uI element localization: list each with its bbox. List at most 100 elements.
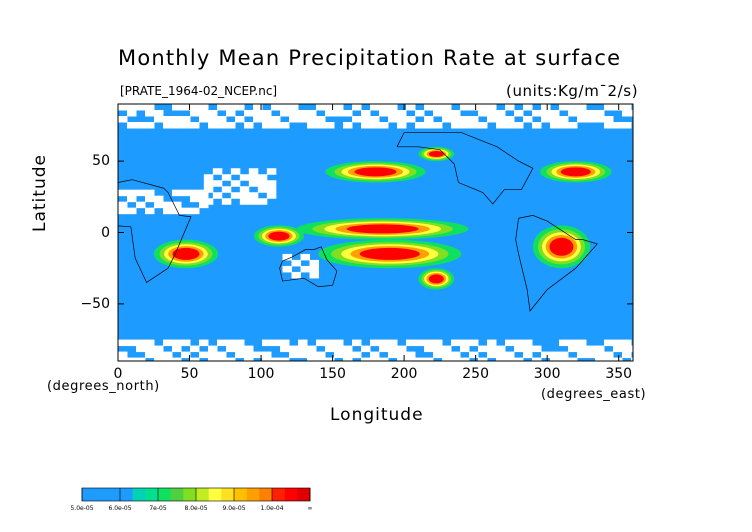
dry-cell (442, 104, 452, 111)
dry-cell (136, 345, 146, 353)
dry-cell (379, 104, 389, 111)
dry-region (118, 339, 633, 361)
dry-cell (212, 168, 223, 175)
dry-cell (203, 180, 214, 187)
dry-cell (424, 339, 434, 347)
dry-cell (307, 351, 317, 359)
dry-cell (199, 201, 209, 209)
dry-cell (300, 265, 311, 273)
dry-cell (203, 198, 214, 205)
dry-cell (154, 345, 164, 353)
dry-cell (514, 357, 524, 361)
dry-cell (226, 104, 236, 111)
dry-cell (239, 186, 250, 193)
dry-cell (145, 110, 155, 117)
precip-contour (346, 224, 419, 234)
dry-cell (248, 174, 259, 181)
colorbar-swatch (170, 488, 184, 501)
dry-cell (280, 104, 290, 111)
dry-cell (343, 110, 353, 117)
dry-cell (397, 110, 407, 117)
dry-cell (217, 357, 227, 361)
dry-cell (568, 110, 578, 117)
dry-cell (460, 122, 470, 129)
dry-cell (307, 110, 317, 117)
dry-cell (163, 351, 173, 359)
dry-cell (469, 351, 479, 359)
dry-cell (172, 116, 182, 123)
dry-cell (208, 357, 218, 361)
dry-cell (163, 116, 173, 123)
dry-cell (309, 271, 320, 279)
dry-cell (397, 357, 407, 361)
coastline (515, 215, 598, 312)
dry-cell (622, 339, 632, 347)
dry-cell (208, 122, 218, 129)
precip-contour (354, 167, 397, 177)
dry-cell (239, 192, 250, 199)
dry-cell (352, 339, 362, 347)
dry-cell (154, 201, 164, 209)
y-tick-label: 50 (92, 153, 110, 170)
dry-cell (172, 339, 182, 347)
dry-cell (595, 345, 605, 353)
colorbar-label: 5.0e-05 (70, 505, 94, 512)
dry-cell (127, 207, 137, 215)
dry-cell (253, 351, 263, 359)
dry-cell (370, 351, 380, 359)
dataset-filename: [PRATE_1964-02_NCEP.nc] (120, 84, 278, 98)
dry-cell (496, 345, 506, 353)
dry-cell (190, 195, 200, 203)
dry-cell (568, 345, 578, 353)
precip-contour (359, 247, 420, 260)
dry-cell (257, 186, 268, 193)
dry-cell (298, 339, 308, 347)
precip-region (253, 225, 304, 247)
dry-cell (514, 345, 524, 353)
colorbar-swatch (145, 488, 159, 501)
colorbar-swatch (196, 488, 209, 501)
dry-cell (460, 357, 470, 361)
dry-cell (550, 110, 560, 117)
dry-cell (208, 345, 218, 353)
dry-cell (433, 351, 443, 359)
dry-cell (343, 345, 353, 353)
dry-cell (271, 116, 281, 123)
dry-cell (282, 253, 293, 261)
dry-cell (586, 116, 596, 123)
dry-cell (145, 122, 155, 129)
dry-cell (379, 122, 389, 129)
dry-cell (127, 122, 137, 129)
dry-cell (460, 116, 470, 123)
dry-cell (595, 116, 605, 123)
dry-cell (298, 351, 308, 359)
dry-cell (262, 122, 272, 129)
dry-cell (298, 345, 308, 353)
dry-cell (370, 122, 380, 129)
dry-cell (352, 116, 362, 123)
x-axis-label: Longitude (330, 405, 424, 425)
dry-cell (316, 351, 326, 359)
dry-region (282, 253, 320, 279)
dry-cell (388, 104, 398, 111)
dry-cell (248, 198, 259, 205)
dry-cell (266, 186, 277, 193)
dry-cell (460, 339, 470, 347)
dry-cell (190, 104, 200, 111)
dry-cell (244, 110, 254, 117)
dry-cell (541, 116, 551, 123)
dry-cell (257, 180, 268, 187)
precip-contour (172, 247, 200, 260)
y-tick-label: 0 (101, 224, 110, 241)
dry-cell (154, 351, 164, 359)
dry-cell (415, 122, 425, 129)
dry-cell (172, 104, 182, 111)
dry-cell (397, 116, 407, 123)
dry-cell (212, 180, 223, 187)
dry-cell (505, 104, 515, 111)
dry-cell (136, 122, 146, 129)
dry-cell (334, 339, 344, 347)
dry-cell (181, 116, 191, 123)
dry-cell (262, 339, 272, 347)
